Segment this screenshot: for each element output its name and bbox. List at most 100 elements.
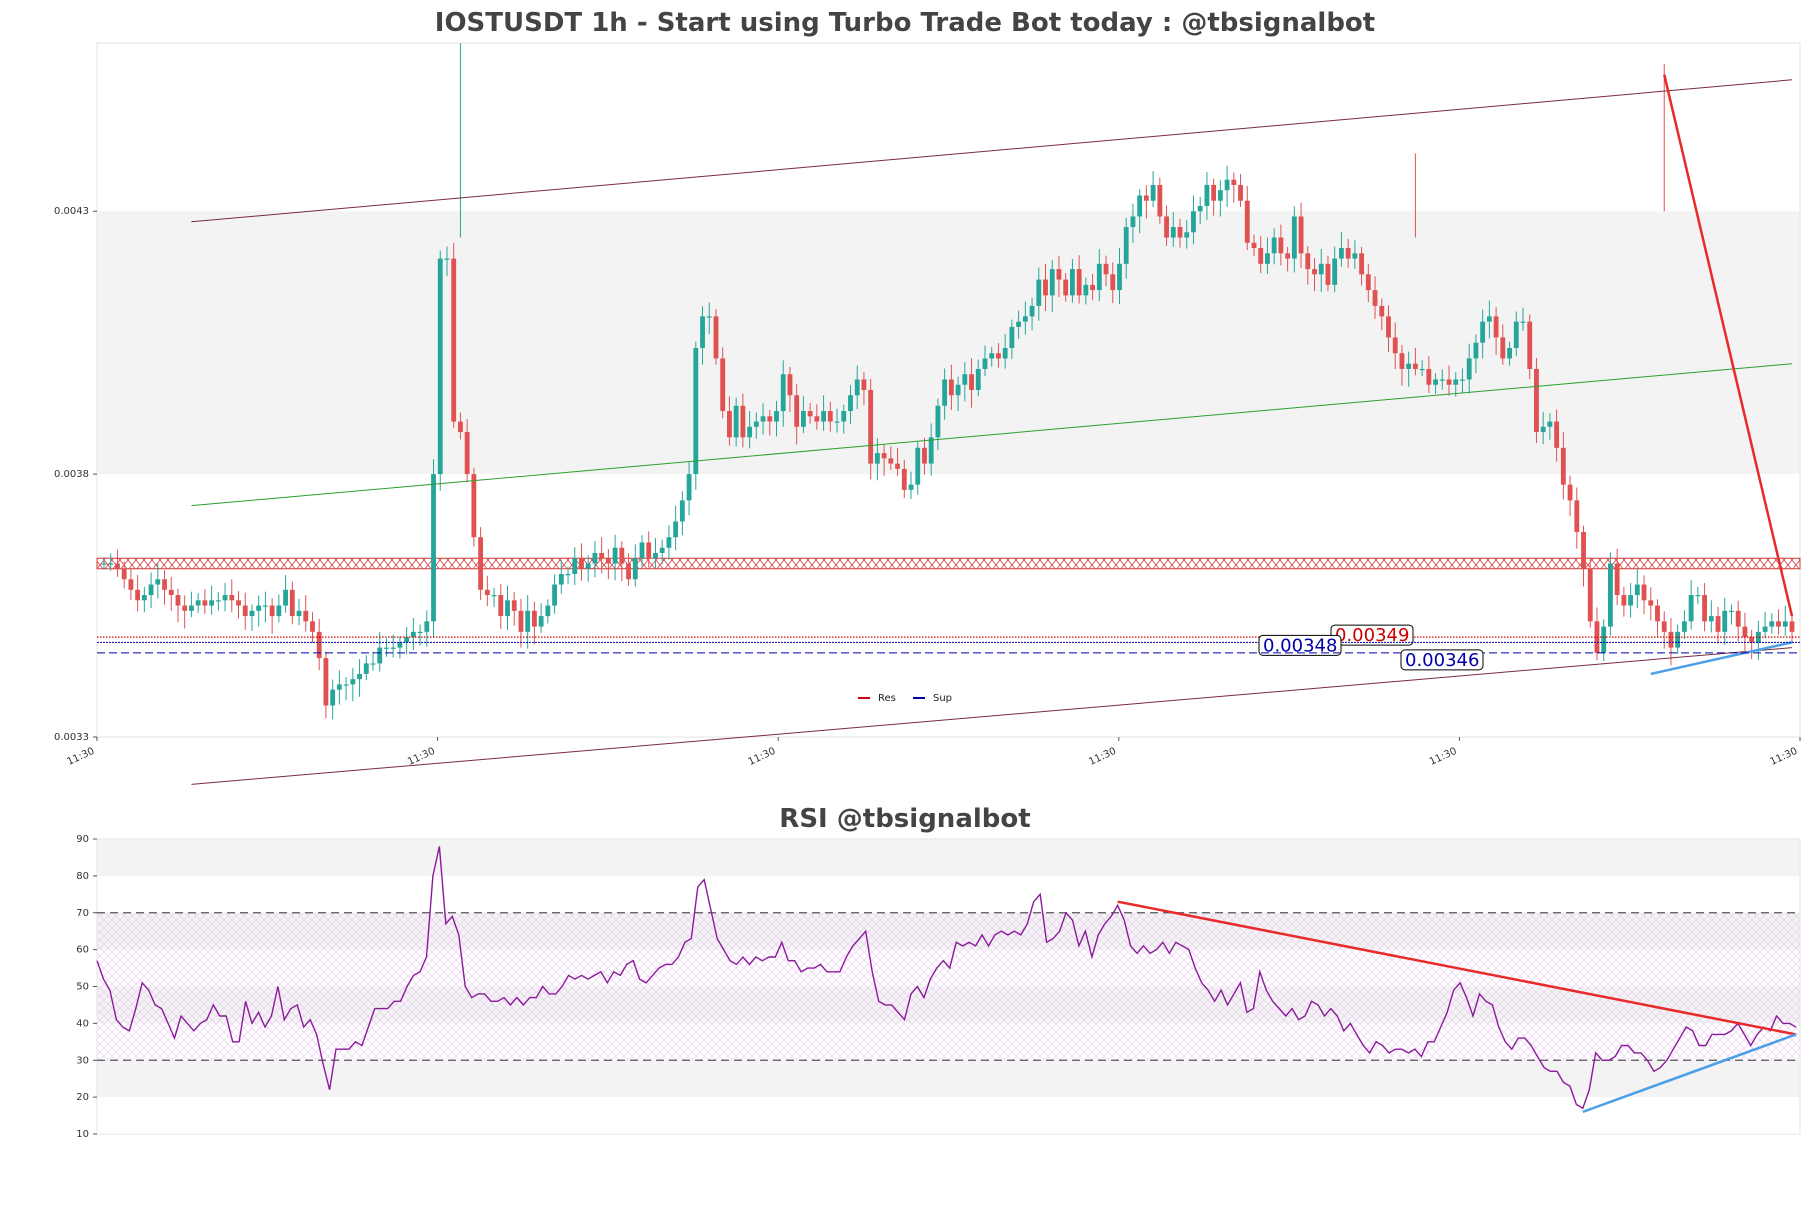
candle-body xyxy=(451,258,457,422)
x-tick-label: 11:30 xyxy=(1768,746,1799,768)
candle-body xyxy=(1372,290,1378,306)
rsi-band xyxy=(97,839,1800,876)
candle-body xyxy=(1776,621,1781,627)
legend-sup: Sup xyxy=(933,693,952,704)
candle-body xyxy=(1285,253,1291,259)
candle-body xyxy=(592,552,598,564)
price-trendlines xyxy=(191,74,1794,785)
candle-body xyxy=(1722,610,1728,632)
rsi-tick-label: 20 xyxy=(76,1092,89,1103)
rsi-background-bands xyxy=(97,839,1800,1098)
candle-body xyxy=(1150,184,1156,201)
rsi-hatch-zone xyxy=(97,912,1800,1061)
candle-body xyxy=(283,589,288,606)
rsi-y-axis: 10 20 30 40 50 60 70 80 90 xyxy=(76,834,97,1140)
candle-body xyxy=(1238,184,1243,201)
candle-body xyxy=(431,474,436,622)
rsi-trend-down xyxy=(1117,900,1797,1036)
candle-body xyxy=(558,574,564,585)
candle-body xyxy=(888,458,894,464)
candle-body xyxy=(390,647,396,649)
candle-body xyxy=(1708,616,1714,622)
y-tick-label: 0.0033 xyxy=(54,732,89,743)
candle-body xyxy=(1083,284,1089,296)
legend-res: Res xyxy=(878,693,896,704)
candle-body xyxy=(1534,368,1539,433)
candle-body xyxy=(1695,595,1701,597)
candle-body xyxy=(1143,195,1149,201)
candle-body xyxy=(1782,621,1788,627)
candle-body xyxy=(895,463,900,469)
candle-body xyxy=(1244,200,1250,243)
candle-body xyxy=(404,637,410,643)
candle-body xyxy=(1628,595,1634,606)
candle-body xyxy=(289,589,295,617)
candle-body xyxy=(296,610,302,617)
candle-body xyxy=(780,374,786,412)
candle-body xyxy=(202,600,208,606)
candle-body xyxy=(1090,284,1096,291)
price-band xyxy=(97,211,1800,475)
candle-body xyxy=(115,563,120,569)
candle-body xyxy=(1157,184,1163,217)
candle-body xyxy=(1386,316,1391,338)
candle-body xyxy=(276,605,282,617)
candle-body xyxy=(182,605,188,611)
candle-body xyxy=(262,605,268,607)
candle-body xyxy=(848,395,853,412)
candle-body xyxy=(1500,337,1506,359)
candle-body xyxy=(1453,379,1459,385)
price-y-axis: 0.0033 0.0038 0.0043 xyxy=(54,206,97,743)
rsi-tick-label: 80 xyxy=(76,871,89,882)
candle-body xyxy=(1581,531,1586,569)
candle-body xyxy=(1527,321,1533,369)
candle-body xyxy=(444,258,450,260)
candle-body xyxy=(1466,358,1472,380)
candle-body xyxy=(800,411,806,427)
candle-body xyxy=(101,563,107,565)
candle-body xyxy=(525,610,531,632)
candle-body xyxy=(1742,626,1748,638)
candle-body xyxy=(1359,253,1365,275)
candle-body xyxy=(605,558,611,564)
level-label-sup: 0.00348 xyxy=(1263,635,1337,656)
candle-body xyxy=(256,605,262,611)
candle-body xyxy=(1729,610,1734,613)
candle-body xyxy=(989,353,995,359)
candle-body xyxy=(135,589,141,601)
candle-body xyxy=(1177,227,1183,238)
candle-body xyxy=(996,353,1001,359)
rsi-tick-label: 70 xyxy=(76,908,89,919)
candle-body xyxy=(1749,637,1755,643)
x-tick-label: 11:30 xyxy=(65,746,96,768)
candle-body xyxy=(370,663,376,665)
candle-body xyxy=(1076,269,1082,296)
candle-body xyxy=(626,563,631,580)
candle-body xyxy=(458,421,463,433)
candle-body xyxy=(747,426,753,438)
y-tick-label: 0.0038 xyxy=(54,469,89,480)
candle-body xyxy=(1325,263,1331,285)
candle-body xyxy=(834,421,840,423)
candle-body xyxy=(437,258,443,475)
candle-body xyxy=(753,421,759,427)
candle-body xyxy=(1271,237,1277,254)
rsi-trend-up xyxy=(1582,1033,1797,1114)
candle-body xyxy=(565,574,571,576)
candle-body xyxy=(1392,337,1398,354)
candle-body xyxy=(1621,595,1627,606)
rsi-tick-label: 90 xyxy=(76,834,89,845)
candle-body xyxy=(713,316,719,359)
candle-body xyxy=(1231,179,1237,185)
candle-body xyxy=(1130,216,1136,228)
candle-body xyxy=(505,600,510,617)
candle-body xyxy=(1110,274,1116,291)
candle-body xyxy=(195,600,201,606)
candle-body xyxy=(1204,184,1210,206)
candle-body xyxy=(417,631,423,634)
candle-body xyxy=(343,684,349,686)
candle-body xyxy=(619,547,625,564)
candle-body xyxy=(774,411,779,422)
candle-body xyxy=(922,447,927,464)
candle-body xyxy=(740,405,746,438)
